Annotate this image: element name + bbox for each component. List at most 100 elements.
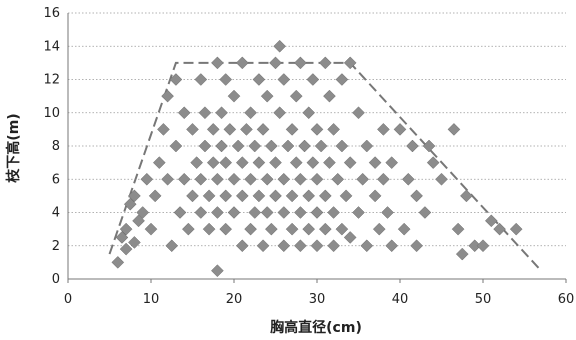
scatter-point bbox=[302, 106, 316, 120]
scatter-point bbox=[447, 123, 461, 136]
scatter-point bbox=[119, 222, 133, 236]
scatter-point bbox=[169, 73, 183, 86]
x-axis-title: 胸高直径(cm) bbox=[270, 319, 362, 336]
scatter-point bbox=[128, 189, 141, 203]
scatter-point bbox=[352, 206, 365, 219]
scatter-point bbox=[215, 106, 228, 120]
scatter-point bbox=[306, 73, 320, 86]
scatter-point bbox=[273, 39, 287, 53]
scatter-point bbox=[298, 139, 311, 153]
scatter-point bbox=[368, 189, 382, 203]
scatter-point bbox=[269, 189, 282, 203]
scatter-point bbox=[460, 189, 473, 203]
scatter-point bbox=[343, 231, 357, 244]
scatter-point bbox=[227, 89, 241, 103]
scatter-point bbox=[252, 189, 266, 203]
x-tick-label: 40 bbox=[392, 292, 409, 307]
scatter-point bbox=[310, 172, 324, 186]
scatter-point bbox=[211, 264, 224, 278]
scatter-point bbox=[310, 239, 324, 253]
scatter-point bbox=[256, 239, 270, 253]
scatter-point bbox=[219, 73, 233, 86]
scatter-point bbox=[294, 206, 307, 219]
scatter-point bbox=[219, 222, 233, 236]
scatter-point bbox=[327, 123, 340, 136]
scatter-point bbox=[331, 172, 345, 186]
scatter-point bbox=[310, 206, 324, 219]
scatter-point bbox=[327, 239, 340, 253]
axis-layer bbox=[67, 13, 567, 283]
scatter-point bbox=[335, 222, 349, 236]
scatter-point bbox=[244, 222, 257, 236]
scatter-point bbox=[252, 156, 266, 169]
y-tick-label: 16 bbox=[43, 6, 60, 21]
scatter-point bbox=[140, 172, 154, 186]
scatter-point bbox=[385, 239, 399, 253]
scatter-point bbox=[132, 214, 145, 228]
scatter-point bbox=[202, 222, 216, 236]
scatter-point bbox=[269, 56, 282, 70]
scatter-point bbox=[235, 156, 249, 169]
scatter-point bbox=[198, 139, 212, 153]
scatter-point bbox=[397, 222, 411, 236]
scatter-point bbox=[335, 73, 349, 86]
scatter-point bbox=[177, 106, 191, 120]
scatter-point bbox=[144, 222, 158, 236]
ticks-layer: 0 2 4 6 8 10 12 14 16 0 10 20 30 40 50 60 bbox=[43, 6, 574, 307]
scatter-point bbox=[339, 189, 353, 203]
scatter-point bbox=[206, 156, 220, 169]
scatter-point bbox=[323, 89, 336, 103]
scatter-point bbox=[173, 206, 187, 219]
scatter-point bbox=[418, 206, 432, 219]
envelope-layer bbox=[108, 61, 542, 272]
x-tick-label: 50 bbox=[475, 292, 492, 307]
scatter-point bbox=[352, 106, 365, 120]
scatter-point bbox=[289, 89, 303, 103]
scatter-point bbox=[260, 172, 274, 186]
scatter-point bbox=[377, 123, 390, 136]
scatter-point bbox=[148, 189, 162, 203]
scatter-point bbox=[310, 123, 324, 136]
scatter-point bbox=[277, 73, 291, 86]
scatter-point bbox=[451, 222, 465, 236]
scatter-point bbox=[211, 206, 224, 219]
x-tick-label: 20 bbox=[226, 292, 243, 307]
scatter-point bbox=[360, 239, 374, 253]
x-tick-label: 0 bbox=[64, 292, 72, 307]
scatter-point bbox=[314, 139, 328, 153]
scatter-point bbox=[422, 139, 436, 153]
scatter-point bbox=[302, 189, 316, 203]
scatter-point bbox=[277, 239, 291, 253]
scatter-point bbox=[248, 206, 262, 219]
scatter-point bbox=[115, 231, 129, 244]
scatter-point bbox=[235, 189, 249, 203]
scatter-point bbox=[194, 73, 208, 86]
scatter-point bbox=[215, 139, 228, 153]
x-tick-label: 30 bbox=[309, 292, 326, 307]
scatter-point bbox=[393, 123, 407, 136]
scatter-point bbox=[248, 139, 262, 153]
scatter-point bbox=[406, 139, 419, 153]
scatter-point bbox=[219, 156, 233, 169]
scatter-point bbox=[264, 139, 278, 153]
scatter-point bbox=[335, 139, 349, 153]
scatter-point bbox=[256, 123, 270, 136]
scatter-point bbox=[385, 156, 399, 169]
scatter-point bbox=[372, 222, 386, 236]
scatter-point bbox=[285, 123, 299, 136]
scatter-point bbox=[157, 123, 170, 136]
scatter-point bbox=[260, 89, 274, 103]
scatter-point bbox=[356, 172, 370, 186]
scatter-point bbox=[227, 206, 241, 219]
points-layer bbox=[111, 39, 523, 278]
scatter-point bbox=[368, 156, 382, 169]
scatter-point bbox=[426, 156, 440, 169]
scatter-point bbox=[285, 222, 299, 236]
scatter-point bbox=[343, 56, 357, 70]
scatter-point bbox=[509, 222, 523, 236]
scatter-point bbox=[281, 139, 295, 153]
scatter-point bbox=[381, 206, 394, 219]
envelope-dashed-line bbox=[108, 61, 542, 272]
scatter-point bbox=[410, 189, 423, 203]
scatter-point bbox=[190, 156, 204, 169]
